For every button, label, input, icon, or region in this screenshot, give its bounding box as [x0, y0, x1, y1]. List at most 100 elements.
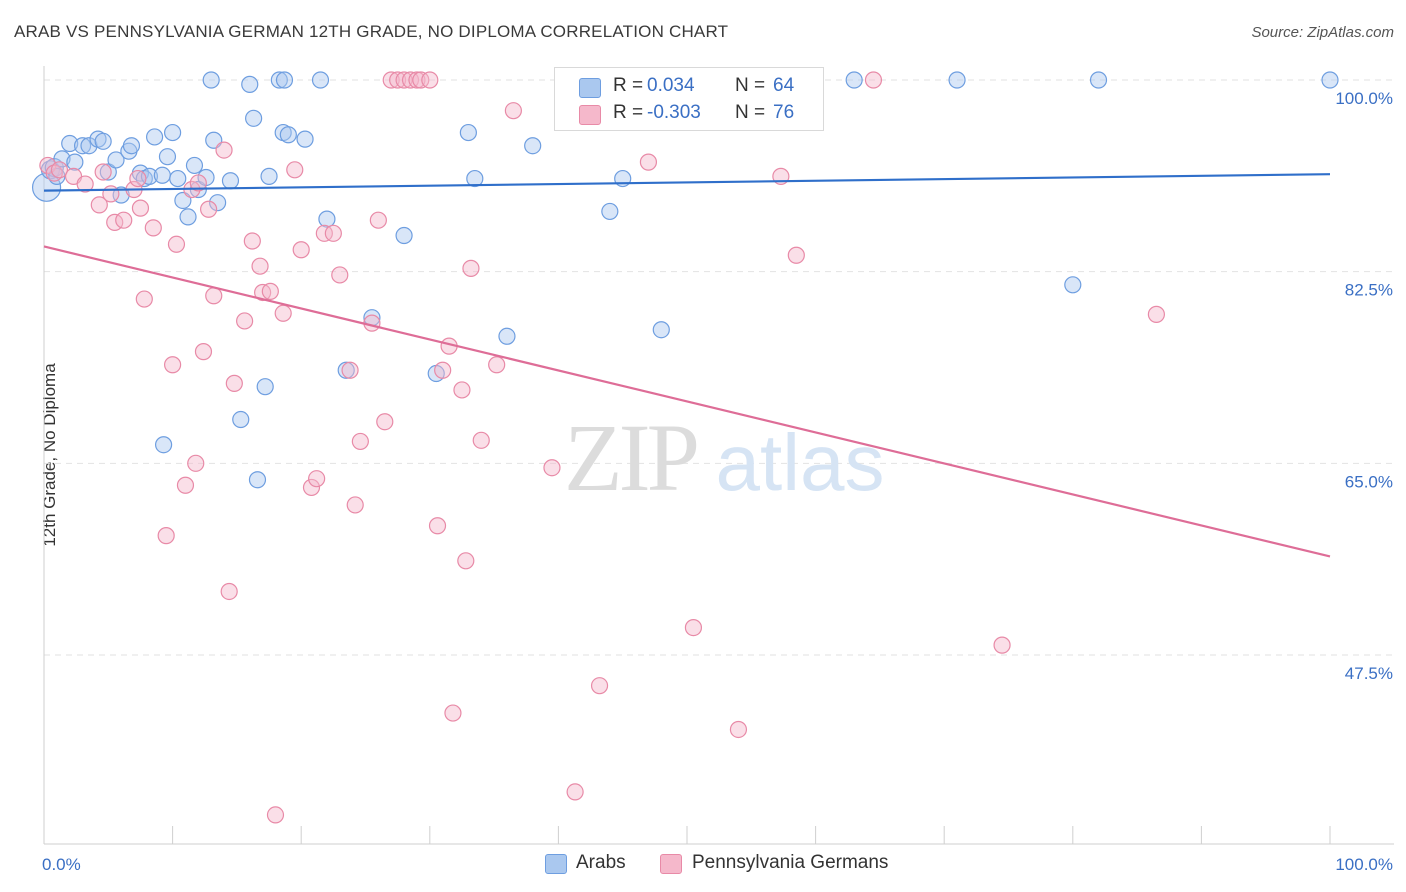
data-point [457, 552, 475, 570]
data-point [787, 246, 805, 264]
data-point [421, 71, 439, 89]
data-point [90, 196, 108, 214]
axes [43, 66, 1394, 845]
data-point [202, 71, 220, 89]
data-point [729, 720, 748, 739]
data-point [241, 75, 259, 93]
x-tick-label: 0.0% [42, 855, 81, 874]
data-point [315, 224, 333, 242]
data-point [200, 200, 218, 218]
data-point [107, 151, 125, 169]
data-point [948, 71, 966, 89]
data-point [389, 71, 407, 89]
data-point [1089, 71, 1108, 89]
data-point [53, 150, 71, 168]
data-point [337, 361, 355, 379]
data-point [395, 226, 413, 245]
series-pennsylvania-germans-points [39, 71, 1165, 824]
data-point [1147, 305, 1165, 323]
y-tick-label: 47.5% [1345, 664, 1393, 683]
legend-row-arabs: R = 0.034 N = 64 [555, 74, 823, 100]
data-point [341, 361, 359, 379]
data-point [684, 619, 703, 637]
data-point [185, 156, 204, 175]
data-point [274, 304, 292, 322]
trend-line-pennsylvania-germans [43, 245, 1331, 558]
data-point [270, 71, 288, 89]
data-point [261, 282, 279, 300]
data-point [292, 241, 310, 259]
source-label: Source: ZipAtlas.com [1251, 24, 1394, 41]
data-point [346, 496, 364, 514]
y-tick-label: 82.5% [1345, 281, 1393, 300]
y-tick-label: 65.0% [1345, 472, 1393, 491]
data-point [129, 169, 147, 188]
data-point [102, 185, 120, 203]
data-point [488, 356, 506, 374]
data-point [408, 71, 426, 89]
x-tick-label: 100.0% [1335, 855, 1393, 874]
data-point [302, 478, 321, 497]
data-point [232, 410, 250, 429]
legend-r-label: R = [613, 102, 644, 123]
data-point [318, 210, 336, 228]
data-point [158, 148, 177, 166]
data-point [324, 224, 342, 242]
data-point [251, 257, 269, 275]
data-point [157, 527, 175, 545]
legend-n-value: 64 [773, 75, 795, 96]
data-point [164, 123, 182, 142]
data-point [434, 361, 452, 379]
watermark-atlas: atlas [716, 418, 885, 507]
data-point [652, 321, 670, 339]
data-point [286, 161, 304, 179]
data-point [382, 71, 400, 89]
data-point [169, 169, 187, 188]
data-point [236, 312, 254, 330]
data-point [73, 137, 92, 155]
data-point [864, 71, 883, 89]
legend-r-label: R = [613, 75, 644, 96]
data-point [444, 704, 462, 722]
data-point [639, 153, 658, 171]
data-point [993, 636, 1011, 654]
trend-lines [43, 173, 1331, 558]
data-point [504, 102, 522, 120]
data-point [76, 175, 94, 193]
series-legend-swatch-arabs [545, 854, 567, 874]
trend-line-arabs [43, 173, 1331, 192]
legend-n-label: N = [735, 75, 766, 96]
data-point [308, 470, 326, 488]
data-point [187, 454, 205, 472]
data-point [179, 208, 197, 226]
data-point [221, 172, 240, 190]
data-point [164, 356, 182, 374]
data-point [115, 211, 133, 229]
legend-row-pennsylvania-germans: R = -0.303 N = 76 [555, 101, 823, 127]
data-point [94, 132, 112, 150]
legend-n-value: 76 [773, 102, 795, 123]
series-legend-swatch-pennsylvania-germans [660, 854, 682, 874]
data-point [331, 266, 349, 284]
data-point [145, 128, 164, 146]
data-point [472, 431, 490, 449]
data-point [176, 476, 195, 494]
data-point [194, 343, 213, 361]
data-point [543, 459, 561, 477]
data-point [215, 141, 233, 159]
data-point [279, 126, 297, 144]
data-point [248, 471, 267, 489]
data-point [453, 381, 471, 399]
data-point [256, 378, 274, 396]
legend-r-value: -0.303 [647, 102, 701, 123]
data-point [266, 806, 285, 824]
data-point [50, 161, 69, 179]
data-point [245, 109, 263, 127]
y-tick-label: 100.0% [1335, 89, 1393, 108]
data-point [243, 232, 261, 250]
data-point [167, 235, 186, 253]
data-point [590, 677, 609, 695]
data-point [205, 287, 223, 305]
data-point [376, 413, 394, 431]
data-point [135, 290, 153, 308]
